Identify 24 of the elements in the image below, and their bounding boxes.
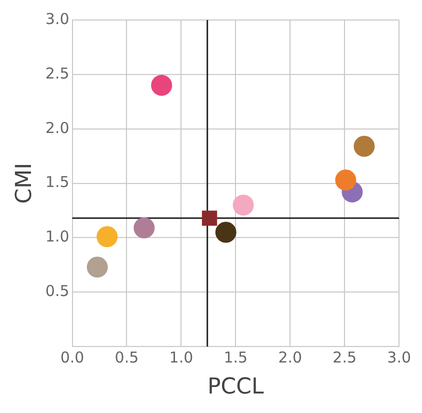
y-tick-label: 1.5 [45,173,70,192]
y-tick-label: 1.0 [45,228,70,246]
x-tick-label: 1.0 [169,348,194,366]
x-tick-label: 2.5 [332,348,357,366]
point [335,170,356,191]
x-tick-label: 3.0 [387,348,411,366]
point [354,136,375,157]
x-tick-label: 2.0 [278,348,302,366]
y-tick-label: 2.5 [45,64,70,82]
x-tick-label: 0.5 [114,348,139,366]
x-tick-label: 1.5 [224,348,248,366]
point [232,194,254,216]
point [215,222,236,243]
point [151,74,172,96]
y-tick-label: 0.5 [45,282,70,300]
x-tick-label: 0.0 [60,348,84,366]
x-axis-title: PCCL [208,374,265,400]
y-tick-label: 3.0 [45,10,70,28]
point [96,226,118,248]
point [134,217,155,238]
y-axis-title: CMI [12,162,37,204]
point [202,210,218,226]
point [86,256,108,278]
y-tick-label: 2.0 [45,118,70,137]
